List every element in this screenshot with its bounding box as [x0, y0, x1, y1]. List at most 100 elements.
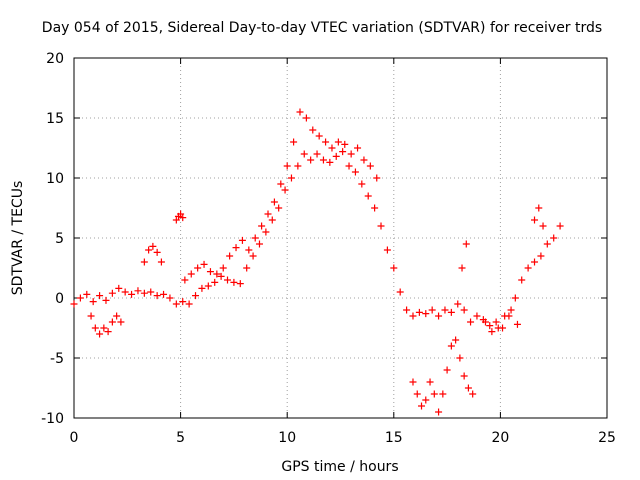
data-point: [83, 290, 91, 298]
data-point: [531, 258, 539, 266]
data-point: [422, 310, 430, 318]
data-point: [507, 306, 515, 314]
data-point: [358, 180, 366, 188]
data-point: [177, 210, 185, 218]
y-axis-label: SDTVAR / TECUs: [10, 181, 26, 296]
data-point: [486, 322, 494, 330]
data-point: [113, 312, 121, 320]
data-point: [332, 152, 340, 160]
x-axis-label: GPS time / hours: [281, 459, 398, 475]
data-point: [426, 378, 434, 386]
data-point: [181, 276, 189, 284]
data-point: [488, 328, 496, 336]
x-tick-label: 5: [176, 430, 185, 446]
data-point: [89, 298, 97, 306]
data-point: [373, 174, 381, 182]
data-point: [409, 378, 417, 386]
data-point: [539, 222, 547, 230]
series-upper-branch: [140, 108, 381, 284]
data-point: [418, 402, 426, 410]
data-point: [157, 258, 165, 266]
data-point: [441, 306, 449, 314]
data-point: [511, 294, 519, 302]
data-point: [149, 242, 157, 250]
data-point: [172, 300, 180, 308]
data-point: [128, 290, 136, 298]
data-point: [535, 204, 543, 212]
data-point: [87, 312, 95, 320]
data-point: [464, 384, 472, 392]
data-point: [390, 264, 398, 272]
y-tick-label: 15: [46, 111, 64, 127]
data-point: [435, 408, 443, 416]
data-point: [100, 324, 108, 332]
data-point: [275, 204, 283, 212]
data-point: [230, 278, 238, 286]
data-point: [550, 234, 558, 242]
data-point: [537, 252, 545, 260]
data-point: [524, 264, 532, 272]
data-point: [290, 138, 298, 146]
data-point: [366, 162, 374, 170]
data-points: [70, 108, 564, 416]
data-point: [518, 276, 526, 284]
data-point: [447, 342, 455, 350]
data-point: [255, 240, 263, 248]
data-point: [481, 318, 489, 326]
data-point: [91, 324, 99, 332]
data-point: [243, 264, 251, 272]
data-point: [145, 246, 153, 254]
series-isolated-points: [172, 204, 547, 272]
data-point: [232, 244, 240, 252]
data-point: [121, 288, 129, 296]
data-point: [501, 312, 509, 320]
x-tick-label: 20: [491, 430, 509, 446]
data-point: [102, 296, 110, 304]
data-point: [439, 390, 447, 398]
data-point: [115, 284, 123, 292]
y-tick-label: 5: [55, 231, 64, 247]
y-tick-label: 0: [55, 291, 64, 307]
y-tick-label: -10: [41, 411, 64, 427]
data-point: [96, 292, 104, 300]
data-point: [302, 114, 310, 122]
data-point: [341, 140, 349, 148]
data-point: [413, 390, 421, 398]
axis-ticks: 0 5 10 15 20 25 -10 -5 0 5 10 15 20: [41, 51, 616, 446]
data-point: [494, 324, 502, 332]
data-point: [319, 156, 327, 164]
data-point: [377, 222, 385, 230]
data-point: [313, 150, 321, 158]
data-point: [179, 298, 187, 306]
data-point: [153, 248, 161, 256]
data-point: [454, 300, 462, 308]
data-point: [140, 289, 148, 297]
data-point: [354, 144, 362, 152]
series-main-track: [70, 148, 564, 332]
data-point: [396, 288, 404, 296]
data-point: [194, 264, 202, 272]
data-point: [251, 234, 259, 242]
data-point: [347, 150, 355, 158]
data-point: [192, 292, 200, 300]
data-point: [236, 280, 244, 288]
data-point: [262, 228, 270, 236]
x-tick-label: 0: [70, 430, 79, 446]
data-point: [249, 252, 257, 260]
data-point: [172, 216, 180, 224]
data-point: [179, 214, 187, 222]
data-point: [351, 168, 359, 176]
data-point: [70, 300, 78, 308]
data-point: [226, 252, 234, 260]
data-point: [462, 240, 470, 248]
data-point: [200, 260, 208, 268]
data-point: [245, 246, 253, 254]
data-point: [428, 306, 436, 314]
data-point: [415, 308, 423, 316]
data-point: [443, 366, 451, 374]
data-point: [268, 216, 276, 224]
data-point: [211, 278, 219, 286]
data-point: [104, 328, 112, 336]
data-point: [409, 312, 417, 320]
